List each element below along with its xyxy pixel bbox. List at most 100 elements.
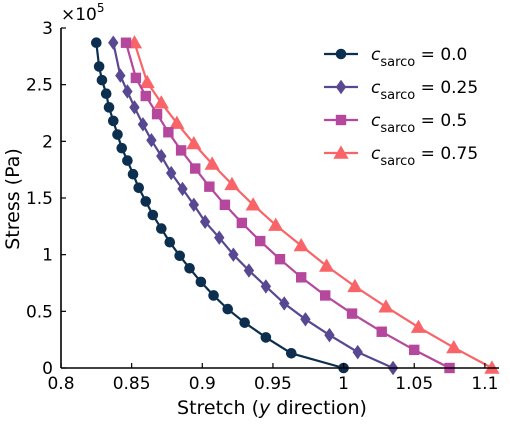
data-point	[184, 262, 195, 274]
data-point	[204, 181, 215, 192]
data-point	[115, 68, 126, 83]
data-point	[268, 217, 284, 231]
x-ticks: 0.8 0.85 0.9 0.95 1 1.05 1.1	[47, 363, 498, 394]
data-point	[103, 102, 115, 113]
legend-sub: sarco	[380, 121, 415, 136]
x-axis-label: Stretch (y direction)	[177, 397, 367, 419]
data-point	[214, 230, 225, 245]
y-ticks: 0 0.5 1 1.5 2 2.5 3	[26, 19, 66, 379]
data-point	[140, 196, 152, 207]
data-point	[208, 290, 219, 301]
data-point	[153, 95, 169, 109]
legend-label: csarco = 0.0	[371, 45, 467, 70]
data-point	[166, 165, 177, 181]
legend-item: csarco = 0.0	[324, 45, 467, 70]
y-tick-label: 0.5	[26, 302, 53, 322]
legend-value: = 0.75	[415, 144, 478, 164]
data-point	[122, 84, 133, 99]
data-point	[147, 209, 159, 221]
data-point	[156, 223, 167, 234]
series-1	[108, 35, 399, 376]
data-point	[116, 142, 128, 154]
x-tick-label: 1.1	[471, 374, 498, 394]
data-point	[347, 278, 363, 293]
data-point	[107, 115, 119, 127]
plot-marks	[91, 35, 500, 376]
data-point	[236, 217, 248, 229]
data-point	[100, 88, 112, 100]
legend-label: csarco = 0.25	[371, 78, 478, 103]
data-point	[228, 247, 239, 262]
data-point	[169, 115, 185, 129]
data-point	[346, 308, 358, 319]
legend-marker	[333, 145, 349, 159]
data-point	[112, 129, 123, 140]
data-point	[243, 263, 255, 278]
series-0	[91, 37, 349, 374]
data-point	[260, 332, 272, 343]
data-point	[324, 327, 335, 343]
data-point	[255, 235, 266, 247]
data-point	[239, 317, 250, 328]
data-point	[156, 148, 167, 164]
legend-var: c	[371, 111, 381, 131]
data-point	[186, 136, 202, 150]
legend-sub: sarco	[380, 55, 415, 70]
x-axis-label-prefix: Stretch (	[177, 397, 259, 419]
data-point	[219, 199, 231, 210]
data-point	[224, 176, 240, 191]
legend-item: csarco = 0.5	[324, 111, 467, 136]
data-point	[139, 74, 155, 89]
legend-label: csarco = 0.5	[371, 111, 467, 136]
data-point	[164, 236, 176, 248]
data-point	[188, 197, 199, 212]
data-point	[222, 303, 234, 315]
data-point	[410, 319, 427, 333]
data-point	[195, 276, 207, 288]
data-point	[120, 37, 132, 48]
x-tick-label: 0.95	[254, 374, 292, 394]
y-axis-label: Stress (Pa)	[2, 148, 24, 250]
legend-var: c	[371, 78, 381, 98]
data-point	[127, 168, 139, 180]
data-point	[151, 108, 163, 120]
data-point	[245, 197, 261, 211]
legend-sub: sarco	[380, 88, 415, 103]
data-point	[130, 72, 142, 84]
data-point	[199, 214, 211, 229]
data-point	[295, 272, 307, 283]
data-point	[300, 312, 311, 327]
data-point	[320, 290, 331, 301]
legend-value: = 0.5	[415, 111, 467, 131]
data-point	[137, 117, 149, 132]
data-point	[163, 127, 174, 138]
y-tick-label: 0	[42, 359, 53, 379]
y-axis-multiplier: ×105	[61, 1, 105, 25]
legend-var: c	[371, 45, 381, 65]
x-tick-label: 0.9	[189, 374, 216, 394]
legend-marker	[335, 79, 347, 95]
data-point	[175, 145, 187, 156]
data-point	[129, 100, 140, 115]
series-line	[133, 42, 493, 369]
data-point	[133, 182, 145, 194]
x-axis-label-var: y	[258, 397, 271, 419]
x-axis-label-suffix: direction)	[270, 397, 367, 419]
data-point	[352, 344, 363, 360]
data-point	[108, 35, 119, 50]
data-point	[279, 296, 290, 311]
data-point	[446, 340, 462, 354]
data-point	[286, 347, 297, 359]
legend-label: csarco = 0.75	[371, 144, 478, 169]
y-tick-label: 1.5	[26, 189, 53, 209]
x-tick-label: 1	[338, 374, 349, 394]
data-point	[409, 344, 420, 356]
series-3	[126, 35, 500, 374]
data-point	[260, 279, 272, 294]
data-point	[122, 155, 133, 166]
legend-marker	[335, 114, 347, 126]
data-point	[140, 90, 151, 102]
data-point	[96, 74, 108, 86]
